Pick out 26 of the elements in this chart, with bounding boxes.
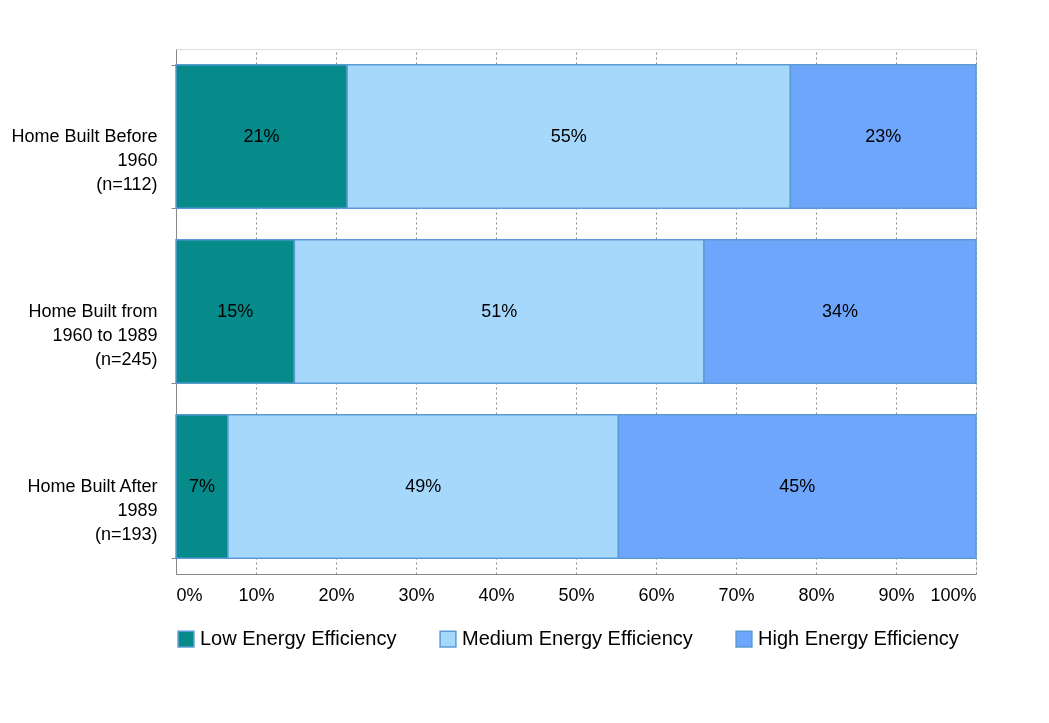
data-label: 45% <box>779 475 816 496</box>
data-label: 23% <box>865 125 902 146</box>
x-tick-label: 50% <box>558 584 595 605</box>
x-tick-label: 60% <box>638 584 675 605</box>
x-tick-label: 30% <box>398 584 435 605</box>
x-tick-label: 20% <box>318 584 355 605</box>
data-label: 49% <box>405 475 442 496</box>
data-label: 55% <box>550 125 587 146</box>
legend-label: Low Energy Efficiency <box>200 627 397 650</box>
y-tick-label: Home Built After 1989 (n=193) <box>27 476 158 544</box>
data-label: 21% <box>243 125 280 146</box>
data-label: 15% <box>217 300 254 321</box>
legend-label: Medium Energy Efficiency <box>462 627 693 650</box>
x-tick-label: 100% <box>930 584 977 605</box>
x-tick-label: 80% <box>798 584 835 605</box>
y-tick-label: Home Built from 1960 to 1989 (n=245) <box>28 301 158 369</box>
data-label: 34% <box>821 300 859 321</box>
x-tick-label: 70% <box>718 584 755 605</box>
x-tick-label: 0% <box>176 584 203 605</box>
y-tick-label: Home Built Before 1960 (n=112) <box>11 126 158 194</box>
x-tick-label: 40% <box>478 584 515 605</box>
data-label: 51% <box>481 300 518 321</box>
legend-label: High Energy Efficiency <box>758 627 959 650</box>
x-tick-label: 10% <box>238 584 275 605</box>
data-label: 7% <box>188 475 216 496</box>
x-tick-label: 90% <box>878 584 915 605</box>
